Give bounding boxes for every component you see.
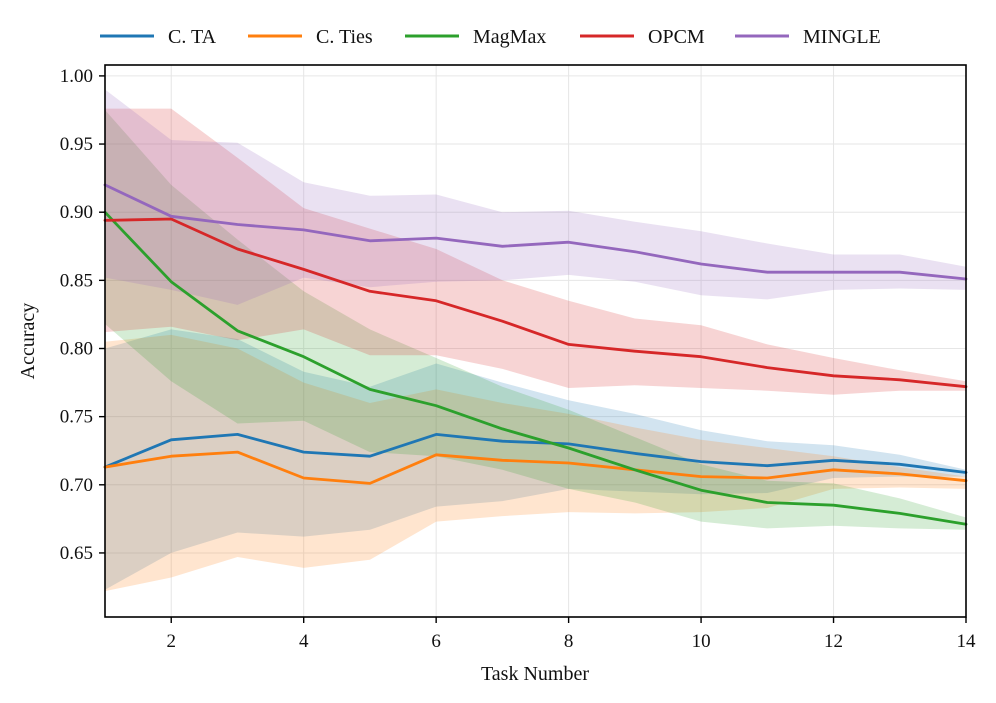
series-line-c-ties (103, 450, 968, 485)
series-line-magmax (103, 210, 968, 526)
x-tick-label: 12 (824, 631, 843, 652)
legend-label-magmax: MagMax (473, 26, 546, 48)
series-line-c-ta (103, 432, 968, 474)
x-tick-label: 4 (299, 631, 309, 652)
x-tick-label: 6 (431, 631, 441, 652)
series-line-mingle (103, 183, 968, 281)
x-tick-label: 2 (166, 631, 176, 652)
y-tick-label: 0.85 (60, 270, 93, 291)
y-tick-label: 0.65 (60, 543, 93, 564)
band-opcm (105, 108, 966, 395)
band-c-ta (105, 329, 966, 590)
band-mingle (105, 89, 966, 305)
legend-label-opcm: OPCM (648, 26, 705, 48)
y-tick-label: 0.80 (60, 338, 93, 359)
series-line-opcm (103, 217, 968, 389)
legend-label-c-ties: C. Ties (316, 26, 373, 48)
plot-frame (104, 64, 967, 618)
legend-label-mingle: MINGLE (803, 26, 881, 48)
confidence-bands (105, 89, 966, 592)
x-axis-title: Task Number (481, 663, 589, 685)
x-tick-label: 14 (957, 631, 977, 652)
band-magmax (105, 110, 966, 530)
y-tick-label: 0.90 (60, 202, 93, 223)
y-tick-label: 0.70 (60, 475, 93, 496)
axis-ticks: 2 4 6 8 10 12 14 0.65 0.70 0.75 0.80 0.85 0.90 0.95 1.… (60, 66, 976, 652)
y-tick-label: 1.00 (60, 66, 93, 87)
x-tick-label: 8 (564, 631, 574, 652)
y-tick-label: 0.95 (60, 134, 93, 155)
y-tick-label: 0.75 (60, 407, 93, 428)
legend: C. TA C. Ties MagMax OPCM MINGLE (100, 26, 881, 48)
series-lines (103, 183, 968, 526)
grid-lines (105, 65, 967, 617)
x-tick-label: 10 (692, 631, 711, 652)
legend-label-c-ta: C. TA (168, 26, 217, 48)
y-axis-title: Accuracy (17, 303, 39, 380)
